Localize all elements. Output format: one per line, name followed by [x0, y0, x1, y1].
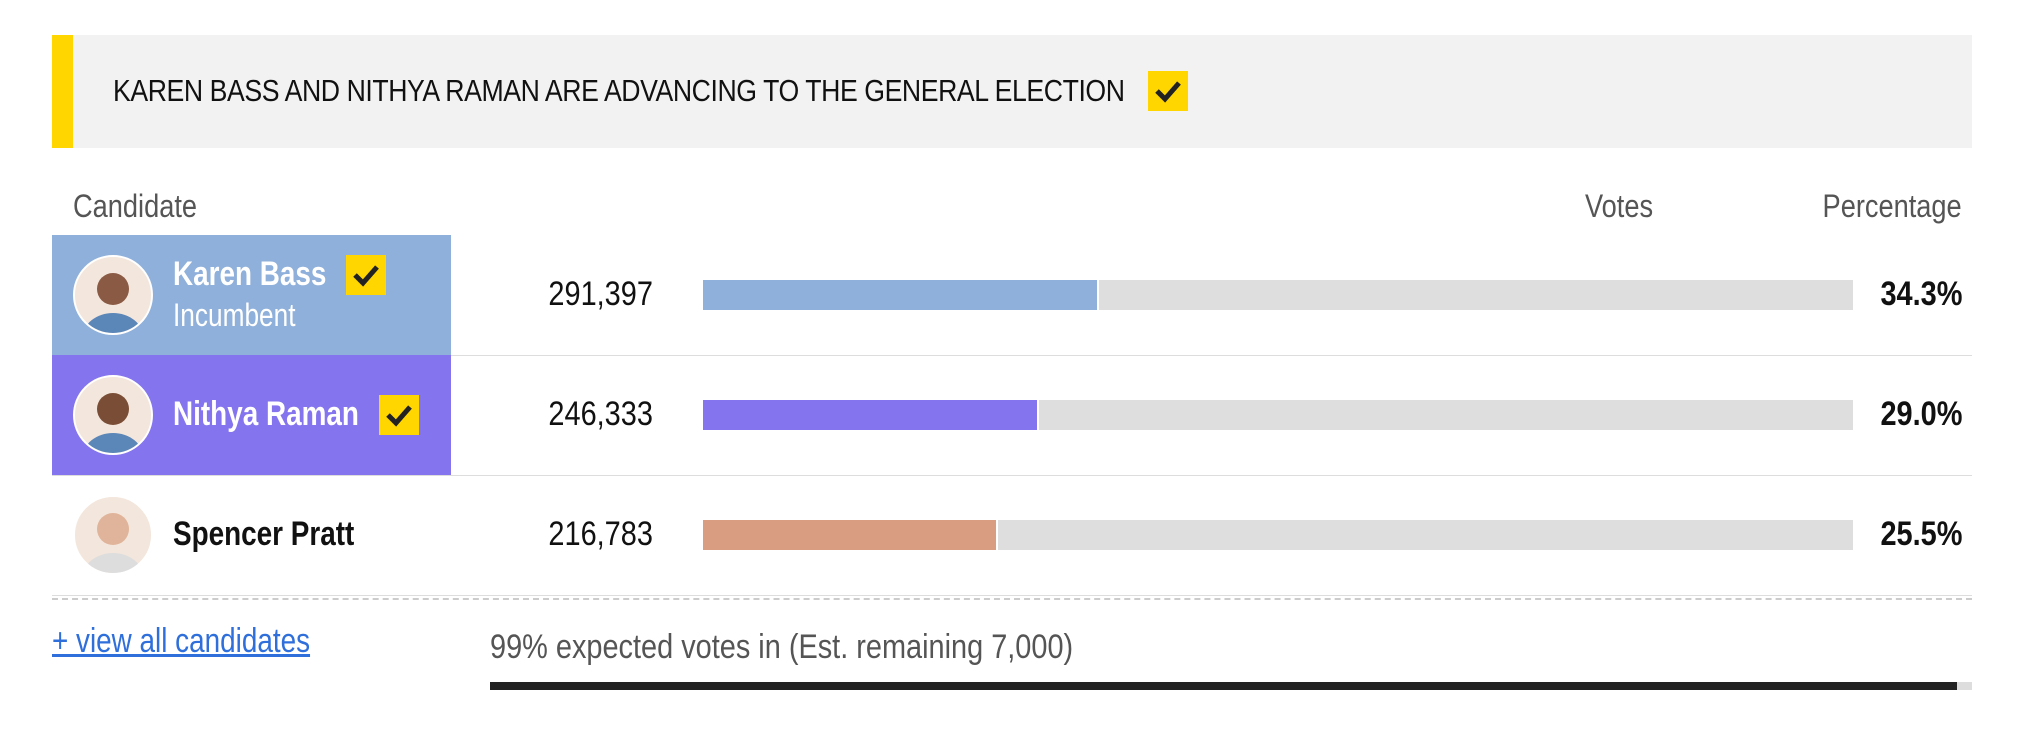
bar-track [703, 280, 1853, 310]
candidate-row: Nithya Raman 246,333 29.0% [52, 355, 1972, 476]
percentage: 34.3% [1880, 275, 1962, 313]
header-votes: Votes [1584, 188, 1653, 224]
percentage-bar [703, 280, 1100, 310]
candidate-name: Spencer Pratt [173, 515, 355, 553]
progress-bar [490, 682, 1958, 690]
banner-stripe [52, 35, 73, 148]
candidate-name: Nithya Raman [173, 395, 359, 433]
banner: KAREN BASS AND NITHYA RAMAN ARE ADVANCIN… [52, 35, 1972, 148]
candidate-photo [73, 255, 153, 335]
bar-track [703, 400, 1853, 430]
percentage-bar [703, 520, 999, 550]
view-all-link[interactable]: + view all candidates [52, 622, 311, 660]
bar-track [703, 520, 1853, 550]
votes: 291,397 [548, 275, 653, 313]
votes: 246,333 [548, 395, 653, 433]
candidate-photo [73, 375, 153, 455]
banner-title: KAREN BASS AND NITHYA RAMAN ARE ADVANCIN… [113, 73, 1125, 108]
votes: 216,783 [548, 515, 653, 553]
candidate-row: Karen Bass Incumbent 291,397 34.3% [52, 235, 1972, 356]
candidate-row: Spencer Pratt 216,783 25.5% [52, 475, 1972, 596]
percentage: 29.0% [1880, 395, 1962, 433]
percentage-bar [703, 400, 1039, 430]
candidate-cell: Nithya Raman [52, 355, 451, 475]
candidate-cell: Karen Bass Incumbent [52, 235, 451, 355]
header-percentage: Percentage [1822, 188, 1962, 224]
expected-votes: 99% expected votes in (Est. remaining 7,… [490, 628, 1074, 666]
percentage: 25.5% [1880, 515, 1962, 553]
check-icon [346, 255, 387, 295]
candidate-name: Karen Bass [173, 255, 327, 293]
candidate-photo [73, 495, 153, 575]
candidate-cell: Spencer Pratt [52, 475, 451, 595]
header-candidate: Candidate [73, 188, 198, 224]
candidate-subtitle: Incumbent [173, 297, 296, 333]
progress-track [490, 682, 1972, 690]
check-icon [1148, 71, 1188, 111]
divider [52, 598, 1972, 600]
check-icon [378, 395, 419, 435]
